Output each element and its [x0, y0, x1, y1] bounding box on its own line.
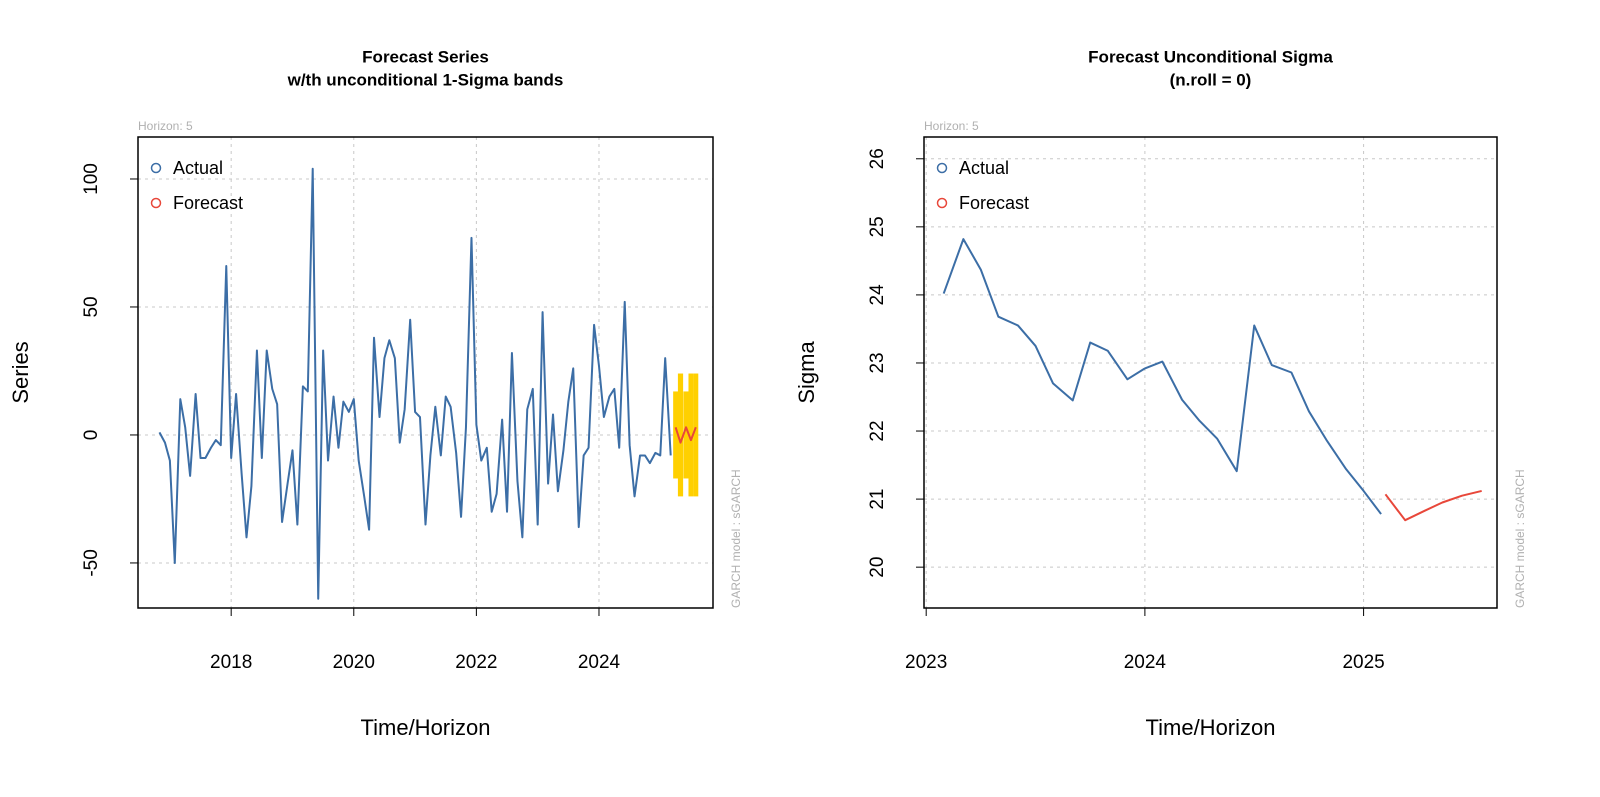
y-tick-label: 24 — [867, 284, 888, 306]
y-tick-label: 22 — [867, 420, 888, 441]
series-line — [942, 238, 1382, 515]
chart-subtitle: (n.roll = 0) — [1170, 70, 1252, 89]
y-tick-label: 100 — [81, 163, 102, 195]
y-tick-label: 20 — [867, 557, 888, 578]
chart-panel: Forecast Series w/th unconditional 1-Sigm… — [8, 47, 743, 739]
legend-label: Actual — [173, 158, 223, 178]
legend-marker — [150, 162, 162, 174]
plot-frame — [923, 136, 1498, 609]
y-tick-label: 23 — [867, 352, 888, 373]
legend-label: Actual — [959, 158, 1009, 178]
y-tick-label: 50 — [81, 296, 102, 317]
x-tick-label: 2025 — [1342, 652, 1384, 673]
x-tick-label: 2020 — [333, 652, 375, 673]
legend-label: Forecast — [959, 193, 1029, 213]
y-tick-label: 0 — [81, 430, 102, 441]
chart-panel: Forecast Unconditional Sigma (n.roll = 0)… — [794, 47, 1527, 739]
x-tick-label: 2024 — [578, 652, 621, 673]
y-tick-label: 25 — [867, 216, 888, 237]
y-tick-label: 26 — [867, 148, 888, 169]
x-tick-label: 2023 — [905, 652, 947, 673]
x-tick-label: 2024 — [1124, 652, 1167, 673]
sigma-band — [683, 391, 689, 479]
legend-marker — [150, 197, 162, 209]
chart-title: Forecast Unconditional Sigma — [1088, 47, 1333, 66]
annotation: Horizon: 5 — [924, 119, 979, 133]
annotation: Horizon: 5 — [138, 119, 193, 133]
x-axis-label: Time/Horizon — [361, 715, 491, 740]
y-axis-label: Sigma — [794, 341, 819, 404]
x-tick-label: 2022 — [455, 652, 497, 673]
x-axis-label: Time/Horizon — [1146, 715, 1276, 740]
legend-label: Forecast — [173, 193, 243, 213]
legend-marker — [936, 162, 948, 174]
side-note: GARCH model : sGARCH — [1513, 469, 1527, 608]
chart-subtitle: w/th unconditional 1-Sigma bands — [287, 70, 564, 89]
legend-marker — [936, 197, 948, 209]
sigma-band — [677, 373, 684, 497]
plot-frame — [137, 136, 714, 609]
y-tick-label: -50 — [81, 549, 102, 576]
y-tick-label: 21 — [867, 489, 888, 510]
sigma-band — [693, 373, 699, 497]
x-tick-label: 2018 — [210, 652, 252, 673]
y-axis-label: Series — [8, 341, 33, 403]
chart-title: Forecast Series — [362, 47, 489, 66]
side-note: GARCH model : sGARCH — [729, 469, 743, 608]
series-line — [1384, 489, 1482, 522]
sigma-band — [673, 391, 679, 479]
sigma-band — [688, 373, 694, 497]
series-line — [674, 426, 697, 444]
series-line — [158, 167, 672, 600]
